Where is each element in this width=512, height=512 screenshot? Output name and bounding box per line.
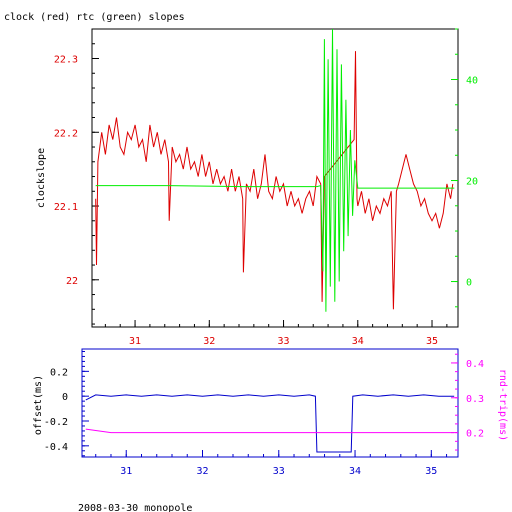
x-axis-tick-label: 33 bbox=[278, 336, 290, 347]
bottom-plot-frame bbox=[81, 348, 459, 458]
left-axis-tick-label: 22.3 bbox=[54, 55, 78, 66]
top-x-axis: 31 32 33 34 35 bbox=[104, 320, 448, 347]
left-axis-tick-label: -0.2 bbox=[44, 417, 68, 428]
top-y-axis-label: clockslope bbox=[36, 148, 47, 208]
left-axis-tick-label: 0.2 bbox=[50, 367, 68, 378]
x-axis-tick-label: 32 bbox=[203, 336, 215, 347]
bottom-series bbox=[85, 394, 455, 453]
x-axis-tick-label: 34 bbox=[352, 336, 364, 347]
x-axis-tick-label: 31 bbox=[120, 466, 132, 477]
bottom-left-axis: -0.4 -0.2 0 0.2 bbox=[44, 350, 89, 457]
right-axis-tick-label: 40 bbox=[466, 76, 478, 87]
clock-series-line bbox=[95, 51, 454, 310]
x-axis-tick-label: 34 bbox=[349, 466, 361, 477]
top-panel: 22 22.1 22.2 22.3 0 20 40 31 32 33 34 35 clockslo… bbox=[36, 28, 478, 347]
left-axis-tick-label: -0.4 bbox=[44, 442, 68, 453]
left-axis-tick-label: 0 bbox=[62, 392, 68, 403]
bottom-left-axis-label: offset(ms) bbox=[33, 375, 44, 435]
top-plot-frame bbox=[91, 28, 459, 328]
figure-footer: 2008-03-30 monopole bbox=[78, 503, 192, 512]
rndtrip-series-line bbox=[85, 428, 455, 434]
bottom-right-axis: 0.2 0.3 0.4 bbox=[451, 353, 484, 451]
x-axis-tick-label: 31 bbox=[129, 336, 141, 347]
x-axis-tick-label: 35 bbox=[425, 466, 437, 477]
left-axis-tick-label: 22.2 bbox=[54, 128, 78, 139]
top-left-axis: 22 22.1 22.2 22.3 bbox=[54, 43, 99, 325]
x-axis-tick-label: 33 bbox=[273, 466, 285, 477]
rtc-series-line bbox=[95, 28, 455, 312]
x-axis-tick-label: 35 bbox=[426, 336, 438, 347]
bottom-right-axis-label: rnd-trip(ms) bbox=[497, 369, 508, 441]
bottom-panel: -0.4 -0.2 0 0.2 0.2 0.3 0.4 31 32 33 34 35 offset… bbox=[33, 348, 508, 477]
right-axis-tick-label: 0 bbox=[466, 278, 472, 289]
right-axis-tick-label: 0.2 bbox=[466, 429, 484, 440]
figure-title: clock (red) rtc (green) slopes bbox=[4, 12, 185, 23]
top-right-axis: 0 20 40 bbox=[451, 28, 478, 308]
top-series bbox=[95, 28, 455, 312]
right-axis-tick-label: 0.3 bbox=[466, 394, 484, 405]
left-axis-tick-label: 22.1 bbox=[54, 202, 78, 213]
left-axis-tick-label: 22 bbox=[66, 276, 78, 287]
bottom-x-axis: 31 32 33 34 35 bbox=[95, 450, 448, 477]
right-axis-tick-label: 0.4 bbox=[466, 359, 484, 370]
x-axis-tick-label: 32 bbox=[196, 466, 208, 477]
offset-series-line bbox=[85, 394, 455, 453]
right-axis-tick-label: 20 bbox=[466, 177, 478, 188]
